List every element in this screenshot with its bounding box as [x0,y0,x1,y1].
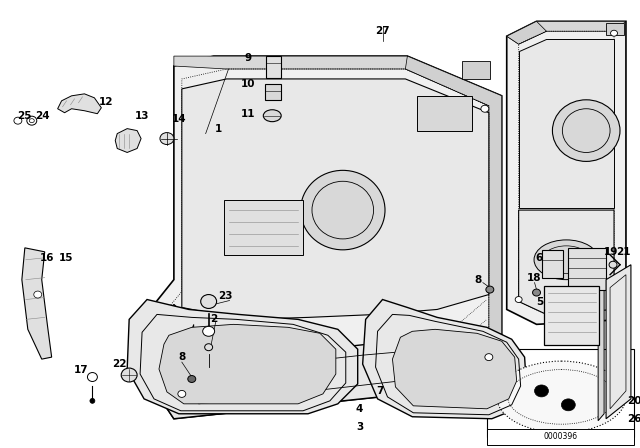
Text: 15: 15 [58,253,73,263]
Bar [606,23,624,35]
Text: 5: 5 [536,297,543,307]
Text: 8: 8 [178,352,186,362]
Polygon shape [507,22,626,44]
Text: 18: 18 [527,273,542,283]
Ellipse shape [121,368,137,382]
Bar [462,61,490,79]
Text: 22: 22 [112,359,127,369]
Text: 6: 6 [535,253,542,263]
Text: 23: 23 [218,291,233,301]
Text: 24: 24 [35,111,50,121]
Polygon shape [159,324,336,404]
Polygon shape [518,210,614,314]
Text: 21: 21 [616,247,630,257]
Polygon shape [174,56,502,106]
Bar [541,250,563,278]
Ellipse shape [205,344,212,351]
Polygon shape [518,39,614,208]
Text: 9: 9 [245,53,252,63]
Polygon shape [405,56,502,384]
Bar [266,84,281,100]
Polygon shape [154,305,502,419]
Text: 11: 11 [241,109,255,119]
Ellipse shape [88,373,97,382]
Ellipse shape [203,326,214,336]
Text: 10: 10 [241,79,255,89]
Ellipse shape [90,398,95,403]
Polygon shape [182,79,489,319]
Ellipse shape [188,375,196,383]
Polygon shape [363,300,527,419]
Text: 16: 16 [40,253,54,263]
Bar [266,56,281,78]
Ellipse shape [497,361,626,433]
Text: 25: 25 [17,111,32,121]
Bar [568,248,606,289]
Text: 20: 20 [627,396,640,406]
Text: 1: 1 [215,124,222,134]
Polygon shape [392,329,516,409]
Ellipse shape [160,133,174,145]
Ellipse shape [611,30,618,36]
Polygon shape [154,56,502,419]
Ellipse shape [534,385,548,397]
Polygon shape [127,300,358,414]
Ellipse shape [29,119,35,123]
Text: 14: 14 [172,114,186,124]
Polygon shape [58,94,101,114]
Ellipse shape [263,110,281,122]
Bar [487,429,634,444]
Ellipse shape [201,294,216,309]
Text: 8: 8 [474,275,481,284]
Ellipse shape [561,399,575,411]
Ellipse shape [611,305,618,310]
Ellipse shape [178,390,186,397]
Ellipse shape [552,100,620,161]
Text: 19: 19 [604,247,618,257]
Polygon shape [115,129,141,152]
Polygon shape [606,265,631,419]
Ellipse shape [301,170,385,250]
Bar [545,286,599,345]
Ellipse shape [609,261,617,268]
Text: 26: 26 [627,414,640,424]
Text: 12: 12 [99,97,113,107]
Polygon shape [22,248,52,359]
Bar [487,349,634,437]
Bar [417,96,472,131]
Ellipse shape [485,353,493,361]
Bar [223,200,303,255]
Polygon shape [507,22,626,324]
Text: 0000396: 0000396 [543,432,577,441]
Ellipse shape [532,289,541,296]
Text: 27: 27 [375,26,390,36]
Ellipse shape [34,291,42,298]
Text: 17: 17 [74,365,89,375]
Ellipse shape [534,240,598,280]
Ellipse shape [486,286,494,293]
Text: 13: 13 [135,111,149,121]
Polygon shape [507,22,547,44]
Ellipse shape [481,105,489,112]
Ellipse shape [515,297,522,302]
Text: 4: 4 [356,404,364,414]
Text: 7: 7 [376,386,383,396]
Text: 2: 2 [210,314,217,324]
Polygon shape [598,278,604,421]
Text: 3: 3 [356,422,364,432]
